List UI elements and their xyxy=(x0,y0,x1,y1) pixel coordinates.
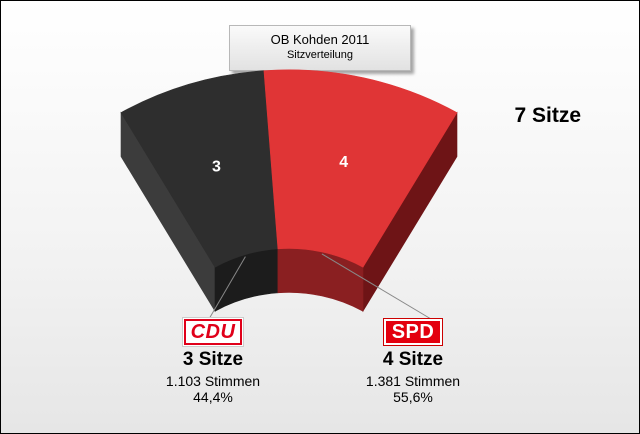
spd-logo: SPD xyxy=(383,319,443,345)
slice-spd xyxy=(263,69,458,268)
cdu-seats: 3 Sitze xyxy=(182,349,244,370)
leader-line-cdu xyxy=(208,256,246,320)
party-info-cdu: CDU 3 Sitze 1.103 Stimmen 44,4% xyxy=(113,319,313,405)
spd-seats: 4 Sitze xyxy=(382,349,444,370)
cdu-percent: 44,4% xyxy=(193,389,233,405)
slice-label-cdu: 3 xyxy=(212,159,221,176)
slice-label-spd: 4 xyxy=(339,154,348,171)
leader-line-spd xyxy=(321,253,432,320)
party-info-spd: SPD 4 Sitze 1.381 Stimmen 55,6% xyxy=(313,319,513,405)
cdu-votes: 1.103 Stimmen xyxy=(165,373,261,389)
total-seats-label: 7 Sitze xyxy=(514,104,581,127)
chart-title: OB Kohden 2011 xyxy=(270,32,370,47)
title-box: OB Kohden 2011 Sitzverteilung xyxy=(229,25,411,71)
chart-subtitle: Sitzverteilung xyxy=(286,49,354,61)
spd-votes: 1.381 Stimmen xyxy=(365,373,461,389)
spd-percent: 55,6% xyxy=(393,389,433,405)
cdu-logo: CDU xyxy=(183,319,243,345)
